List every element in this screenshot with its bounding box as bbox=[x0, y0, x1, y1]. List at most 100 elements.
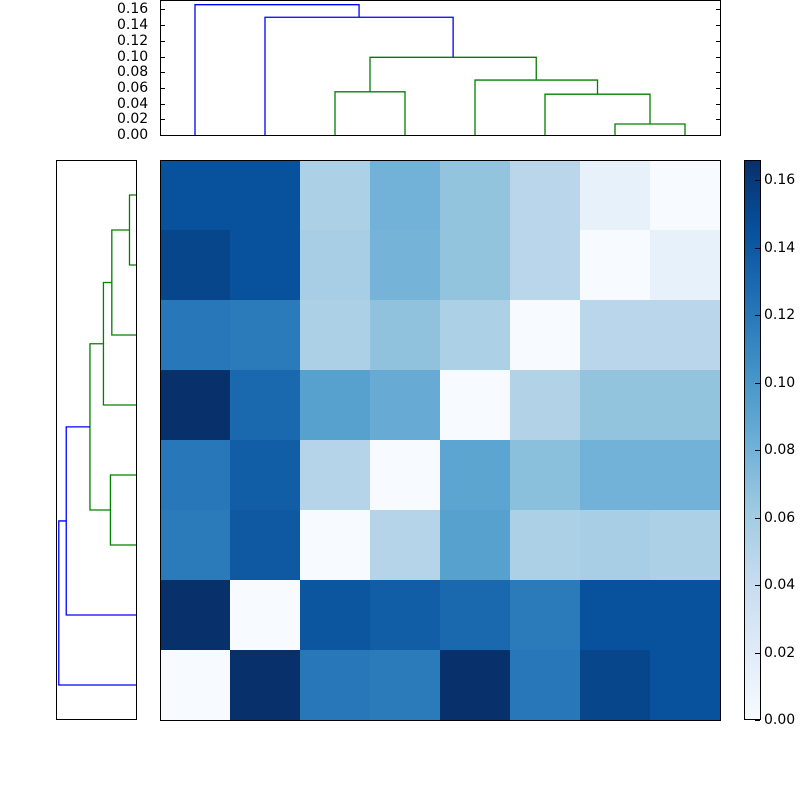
heatmap-cell bbox=[370, 440, 440, 510]
heatmap-cell bbox=[370, 370, 440, 440]
colorbar bbox=[744, 160, 761, 720]
dendrogram-link bbox=[128, 194, 136, 266]
heatmap-cell bbox=[580, 160, 650, 230]
heatmap-cell bbox=[300, 580, 370, 650]
heatmap-cell bbox=[440, 510, 510, 580]
heatmap-cell bbox=[510, 300, 580, 370]
top-dendrogram-tick-label: 0.06 bbox=[117, 79, 149, 96]
dendrogram-link bbox=[194, 4, 360, 135]
heatmap-cell bbox=[510, 580, 580, 650]
colorbar-tick bbox=[755, 315, 760, 317]
heatmap-cell bbox=[230, 580, 300, 650]
heatmap-cell bbox=[370, 300, 440, 370]
heatmap-cell bbox=[440, 370, 510, 440]
heatmap bbox=[160, 160, 720, 720]
heatmap-cell bbox=[510, 440, 580, 510]
colorbar-tick-label: 0.12 bbox=[764, 307, 796, 324]
heatmap-cell bbox=[440, 580, 510, 650]
heatmap-cell bbox=[580, 230, 650, 300]
dendrogram-link bbox=[58, 520, 136, 686]
top-dendrogram-axes bbox=[160, 0, 721, 136]
heatmap-cell bbox=[650, 230, 720, 300]
heatmap-cell bbox=[370, 580, 440, 650]
top-dendrogram-tick-label: 0.08 bbox=[117, 64, 149, 81]
colorbar-tick-label: 0.10 bbox=[764, 374, 796, 391]
colorbar-tick-label: 0.00 bbox=[764, 712, 796, 728]
heatmap-cell bbox=[440, 650, 510, 720]
top-dendrogram-tick-label: 0.14 bbox=[117, 17, 149, 34]
dendrogram-link bbox=[111, 229, 136, 336]
heatmap-cell bbox=[300, 510, 370, 580]
heatmap-cell bbox=[160, 650, 230, 720]
colorbar-tick-label: 0.14 bbox=[764, 239, 796, 256]
heatmap-cell bbox=[160, 440, 230, 510]
heatmap-cell bbox=[510, 160, 580, 230]
left-dendrogram-axes bbox=[56, 160, 137, 720]
colorbar-tick-label: 0.06 bbox=[764, 509, 796, 526]
heatmap-cell bbox=[580, 580, 650, 650]
colorbar-tick bbox=[755, 517, 760, 519]
colorbar-tick-label: 0.04 bbox=[764, 577, 796, 594]
heatmap-cell bbox=[650, 370, 720, 440]
heatmap-cell bbox=[580, 510, 650, 580]
colorbar-tick bbox=[755, 247, 760, 249]
heatmap-cell bbox=[300, 650, 370, 720]
heatmap-cell bbox=[650, 440, 720, 510]
heatmap-cell bbox=[580, 370, 650, 440]
heatmap-cell bbox=[300, 370, 370, 440]
colorbar-tick bbox=[755, 450, 760, 452]
dendrogram-link bbox=[65, 426, 136, 616]
heatmap-cell bbox=[650, 300, 720, 370]
heatmap-cell bbox=[440, 230, 510, 300]
heatmap-cell bbox=[580, 650, 650, 720]
heatmap-cell bbox=[160, 300, 230, 370]
heatmap-cell bbox=[370, 160, 440, 230]
colorbar-tick bbox=[755, 585, 760, 587]
dendrogram-link bbox=[89, 343, 111, 511]
heatmap-cell bbox=[160, 160, 230, 230]
dendrogram-link bbox=[102, 281, 136, 406]
top-dendrogram-tick-label: 0.12 bbox=[117, 32, 149, 49]
heatmap-cell bbox=[160, 370, 230, 440]
top-dendrogram-tick-label: 0.00 bbox=[117, 127, 149, 143]
colorbar-tick bbox=[755, 382, 760, 384]
colorbar-tick-label: 0.16 bbox=[764, 172, 796, 189]
heatmap-cell bbox=[230, 230, 300, 300]
top-dendrogram-tick-label: 0.04 bbox=[117, 95, 149, 112]
heatmap-cell bbox=[300, 230, 370, 300]
top-dendrogram-tick-label: 0.10 bbox=[117, 48, 149, 65]
top-dendrogram-tick-label: 0.16 bbox=[117, 1, 149, 18]
heatmap-cell bbox=[230, 370, 300, 440]
heatmap-cell bbox=[650, 580, 720, 650]
heatmap-cell bbox=[440, 160, 510, 230]
heatmap-cell bbox=[370, 510, 440, 580]
heatmap-cell bbox=[580, 440, 650, 510]
colorbar-tick-label: 0.08 bbox=[764, 442, 796, 459]
dendrogram-link bbox=[109, 474, 136, 546]
colorbar-tick bbox=[755, 180, 760, 182]
heatmap-cell bbox=[650, 160, 720, 230]
heatmap-frame bbox=[160, 160, 721, 721]
colorbar-tick-label: 0.02 bbox=[764, 644, 796, 661]
heatmap-cell bbox=[160, 230, 230, 300]
heatmap-cell bbox=[650, 650, 720, 720]
heatmap-cell bbox=[160, 510, 230, 580]
heatmap-cell bbox=[230, 160, 300, 230]
heatmap-cell bbox=[230, 650, 300, 720]
heatmap-cell bbox=[510, 230, 580, 300]
heatmap-cell bbox=[440, 300, 510, 370]
heatmap-cell bbox=[580, 300, 650, 370]
heatmap-cell bbox=[230, 440, 300, 510]
heatmap-cell bbox=[510, 650, 580, 720]
heatmap-cell bbox=[300, 160, 370, 230]
heatmap-cell bbox=[370, 230, 440, 300]
heatmap-cell bbox=[510, 370, 580, 440]
heatmap-cell bbox=[650, 510, 720, 580]
colorbar-tick bbox=[755, 720, 760, 721]
top-dendrogram-tick-label: 0.02 bbox=[117, 111, 149, 128]
heatmap-cell bbox=[370, 650, 440, 720]
heatmap-cell bbox=[230, 300, 300, 370]
colorbar-tick bbox=[755, 652, 760, 654]
